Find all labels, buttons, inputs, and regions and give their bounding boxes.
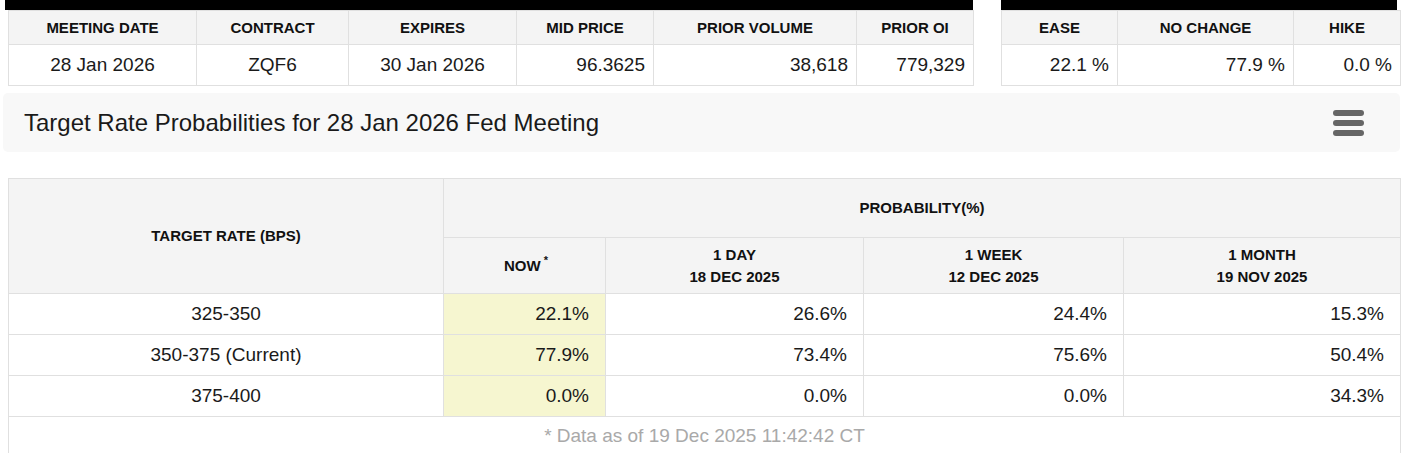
hamburger-menu-icon (1333, 130, 1364, 136)
col-header-1-day: 1 DAY18 DEC 2025 (606, 238, 864, 294)
one-week-probability-cell: 75.6% (864, 335, 1124, 376)
table-row-350-375-current: 350-375 (Current) 77.9% 73.4% 75.6% 50.4… (9, 335, 1401, 376)
hike-value: 0.0 % (1294, 45, 1401, 86)
hamburger-menu-icon (1333, 110, 1364, 116)
col-header-prior-volume: PRIOR VOLUME (654, 11, 857, 45)
one-week-probability-cell: 24.4% (864, 294, 1124, 335)
prior-volume-value: 38,618 (654, 45, 857, 86)
now-probability-cell: 22.1% (444, 294, 606, 335)
one-month-probability-cell: 50.4% (1124, 335, 1401, 376)
col-header-no-change: NO CHANGE (1118, 11, 1294, 45)
meeting-date-value: 28 Jan 2026 (9, 45, 197, 86)
move-probability-table: EASE NO CHANGE HIKE 22.1 % 77.9 % 0.0 % (1001, 10, 1401, 86)
one-month-probability-cell: 34.3% (1124, 376, 1401, 417)
col-header-expires: EXPIRES (349, 11, 517, 45)
target-rate-cell: 350-375 (Current) (9, 335, 444, 376)
col-header-probability-group: PROBABILITY(%) (444, 179, 1401, 238)
move-probability-data-row: 22.1 % 77.9 % 0.0 % (1002, 45, 1401, 86)
probability-group-header-row: TARGET RATE (BPS) PROBABILITY(%) (9, 179, 1401, 238)
prior-oi-value: 779,329 (857, 45, 974, 86)
now-probability-cell: 77.9% (444, 335, 606, 376)
col-header-now: NOW* (444, 238, 606, 294)
now-label: NOW (504, 257, 541, 274)
col-header-1-week: 1 WEEK12 DEC 2025 (864, 238, 1124, 294)
fedwatch-tool: MEETING DATE CONTRACT EXPIRES MID PRICE … (0, 0, 1408, 453)
col-header-hike: HIKE (1294, 11, 1401, 45)
contract-value: ZQF6 (197, 45, 349, 86)
table-row-325-350: 325-350 22.1% 26.6% 24.4% 15.3% (9, 294, 1401, 335)
one-day-probability-cell: 26.6% (606, 294, 864, 335)
col-header-mid-price: MID PRICE (517, 11, 654, 45)
col-header-meeting-date: MEETING DATE (9, 11, 197, 45)
one-month-date: 19 NOV 2025 (1124, 266, 1400, 288)
one-week-label: 1 WEEK (864, 244, 1123, 266)
one-week-probability-cell: 0.0% (864, 376, 1124, 417)
data-as-of-footnote: * Data as of 19 Dec 2025 11:42:42 CT (9, 417, 1401, 453)
col-header-1-month: 1 MONTH19 NOV 2025 (1124, 238, 1401, 294)
col-header-prior-oi: PRIOR OI (857, 11, 974, 45)
col-header-target-rate: TARGET RATE (BPS) (9, 179, 444, 294)
col-header-ease: EASE (1002, 11, 1118, 45)
export-menu-button[interactable] (1329, 107, 1367, 139)
one-week-date: 12 DEC 2025 (864, 266, 1123, 288)
one-month-label: 1 MONTH (1124, 244, 1400, 266)
contract-summary-table: MEETING DATE CONTRACT EXPIRES MID PRICE … (8, 10, 974, 86)
target-rate-cell: 325-350 (9, 294, 444, 335)
hamburger-menu-icon (1333, 120, 1364, 126)
contract-table-data-row: 28 Jan 2026 ZQF6 30 Jan 2026 96.3625 38,… (9, 45, 974, 86)
ease-value: 22.1 % (1002, 45, 1118, 86)
expires-value: 30 Jan 2026 (349, 45, 517, 86)
target-rate-probability-table: TARGET RATE (BPS) PROBABILITY(%) NOW* 1 … (8, 178, 1401, 453)
one-day-probability-cell: 0.0% (606, 376, 864, 417)
top-black-bar-right (1001, 0, 1397, 10)
no-change-value: 77.9 % (1118, 45, 1294, 86)
one-month-probability-cell: 15.3% (1124, 294, 1401, 335)
now-asterisk: * (544, 254, 548, 266)
mid-price-value: 96.3625 (517, 45, 654, 86)
top-black-bar-left (5, 0, 973, 10)
page-title: Target Rate Probabilities for 28 Jan 202… (3, 109, 599, 137)
one-day-label: 1 DAY (606, 244, 863, 266)
now-probability-cell: 0.0% (444, 376, 606, 417)
one-day-probability-cell: 73.4% (606, 335, 864, 376)
table-row-375-400: 375-400 0.0% 0.0% 0.0% 34.3% (9, 376, 1401, 417)
move-probability-header-row: EASE NO CHANGE HIKE (1002, 11, 1401, 45)
one-day-date: 18 DEC 2025 (606, 266, 863, 288)
chart-title-panel: Target Rate Probabilities for 28 Jan 202… (3, 93, 1400, 152)
contract-table-header-row: MEETING DATE CONTRACT EXPIRES MID PRICE … (9, 11, 974, 45)
target-rate-cell: 375-400 (9, 376, 444, 417)
footnote-row: * Data as of 19 Dec 2025 11:42:42 CT (9, 417, 1401, 453)
col-header-contract: CONTRACT (197, 11, 349, 45)
